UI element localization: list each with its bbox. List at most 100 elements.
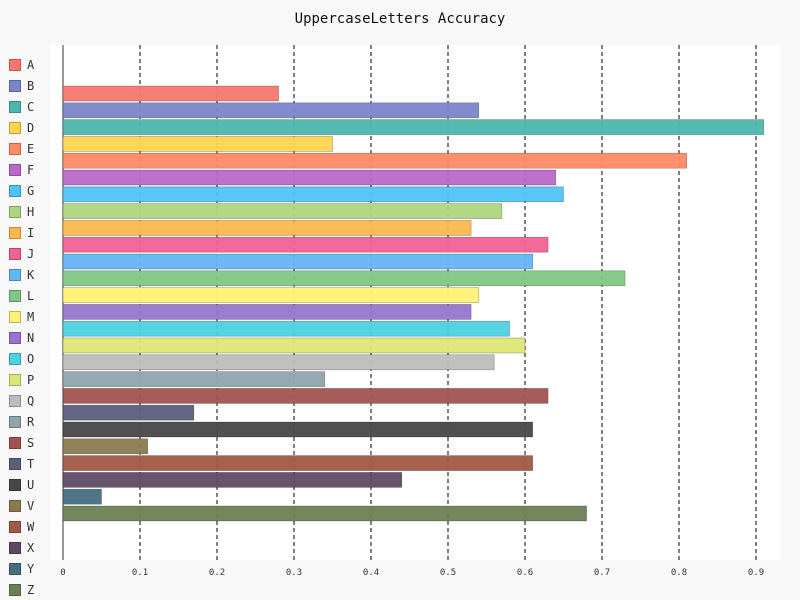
legend-item-K[interactable]: K bbox=[9, 264, 34, 285]
legend-item-S[interactable]: S bbox=[9, 432, 34, 453]
legend-label: L bbox=[27, 288, 35, 303]
legend-swatch bbox=[9, 100, 21, 113]
bar-O[interactable] bbox=[62, 320, 510, 337]
legend-label: J bbox=[27, 246, 35, 261]
legend-label: R bbox=[27, 414, 35, 429]
legend-label: I bbox=[27, 225, 35, 240]
legend-item-T[interactable]: T bbox=[9, 453, 34, 474]
legend-swatch bbox=[9, 352, 21, 365]
legend-item-L[interactable]: L bbox=[9, 285, 34, 306]
bar-B[interactable] bbox=[62, 102, 480, 119]
legend-label: F bbox=[27, 162, 35, 177]
bar-U[interactable] bbox=[62, 421, 534, 438]
bar-T[interactable] bbox=[62, 404, 195, 421]
x-tick-label: 0.3 bbox=[286, 568, 302, 578]
legend-label: U bbox=[27, 477, 35, 492]
legend-label: N bbox=[27, 330, 35, 345]
bar-M[interactable] bbox=[62, 287, 480, 303]
legend-item-Z[interactable]: Z bbox=[9, 579, 34, 600]
x-tick-label: 0.7 bbox=[594, 568, 610, 578]
legend-item-Y[interactable]: Y bbox=[9, 558, 34, 579]
legend-swatch bbox=[9, 520, 21, 533]
legend-item-B[interactable]: B bbox=[9, 75, 34, 96]
legend-swatch bbox=[9, 436, 21, 449]
legend-label: C bbox=[27, 99, 35, 114]
bar-L[interactable] bbox=[62, 270, 626, 287]
legend-label: Y bbox=[27, 561, 35, 576]
legend-label: T bbox=[27, 456, 35, 471]
bar-I[interactable] bbox=[62, 220, 472, 236]
bar-N[interactable] bbox=[62, 304, 472, 320]
legend-swatch bbox=[9, 562, 21, 575]
bar-C[interactable] bbox=[62, 119, 765, 135]
x-tick-label: 0.1 bbox=[132, 568, 148, 578]
legend-swatch bbox=[9, 58, 21, 71]
legend-label: Z bbox=[27, 582, 35, 597]
bar-W[interactable] bbox=[62, 455, 534, 471]
legend-swatch bbox=[9, 184, 21, 197]
legend-label: Q bbox=[27, 393, 35, 408]
x-tick-label: 0.6 bbox=[517, 568, 533, 578]
bar-J[interactable] bbox=[62, 236, 549, 253]
bar-Q[interactable] bbox=[62, 354, 495, 371]
legend-item-F[interactable]: F bbox=[9, 159, 34, 180]
bar-Z[interactable] bbox=[62, 505, 587, 522]
legend-item-A[interactable]: A bbox=[9, 54, 34, 75]
legend-label: D bbox=[27, 120, 35, 135]
bar-Y[interactable] bbox=[62, 488, 102, 505]
legend-swatch bbox=[9, 394, 21, 407]
legend-item-N[interactable]: N bbox=[9, 327, 34, 348]
bar-F[interactable] bbox=[62, 169, 557, 186]
legend-item-Q[interactable]: Q bbox=[9, 390, 34, 411]
legend-label: H bbox=[27, 204, 35, 219]
legend-item-M[interactable]: M bbox=[9, 306, 34, 327]
legend-label: K bbox=[27, 267, 35, 282]
legend-item-C[interactable]: C bbox=[9, 96, 34, 117]
x-tick-label: 0.5 bbox=[440, 568, 456, 578]
legend-swatch bbox=[9, 289, 21, 302]
x-tick-label: 0 bbox=[60, 568, 65, 578]
legend-label: M bbox=[27, 309, 35, 324]
legend-label: X bbox=[27, 540, 35, 555]
legend-item-O[interactable]: O bbox=[9, 348, 34, 369]
legend-item-R[interactable]: R bbox=[9, 411, 34, 432]
legend-item-H[interactable]: H bbox=[9, 201, 34, 222]
legend-label: A bbox=[27, 57, 35, 72]
bar-V[interactable] bbox=[62, 438, 148, 455]
bar-K[interactable] bbox=[62, 253, 534, 270]
legend-swatch bbox=[9, 415, 21, 428]
legend-swatch bbox=[9, 310, 21, 323]
legend-label: G bbox=[27, 183, 35, 198]
bar-P[interactable] bbox=[62, 337, 526, 354]
legend-swatch bbox=[9, 247, 21, 260]
legend-item-U[interactable]: U bbox=[9, 474, 34, 495]
chart-title: UppercaseLetters Accuracy bbox=[294, 11, 506, 27]
legend-item-X[interactable]: X bbox=[9, 537, 34, 558]
legend-item-I[interactable]: I bbox=[9, 222, 34, 243]
x-tick-label: 0.8 bbox=[671, 568, 687, 578]
legend-item-G[interactable]: G bbox=[9, 180, 34, 201]
bar-G[interactable] bbox=[62, 186, 564, 203]
legend-item-D[interactable]: D bbox=[9, 117, 34, 138]
legend-item-V[interactable]: V bbox=[9, 495, 34, 516]
legend-swatch bbox=[9, 583, 21, 596]
bar-D[interactable] bbox=[62, 136, 333, 152]
bar-A[interactable] bbox=[62, 85, 279, 102]
legend-swatch bbox=[9, 163, 21, 176]
legend-item-W[interactable]: W bbox=[9, 516, 34, 537]
legend-item-J[interactable]: J bbox=[9, 243, 34, 264]
bar-E[interactable] bbox=[62, 152, 688, 169]
bar-R[interactable] bbox=[62, 371, 326, 387]
legend-swatch bbox=[9, 142, 21, 155]
legend-swatch bbox=[9, 226, 21, 239]
legend-label: W bbox=[27, 519, 35, 534]
legend-swatch bbox=[9, 373, 21, 386]
bar-S[interactable] bbox=[62, 388, 549, 404]
bar-X[interactable] bbox=[62, 472, 403, 488]
bar-H[interactable] bbox=[62, 203, 503, 219]
legend-item-P[interactable]: P bbox=[9, 369, 34, 390]
x-tick-label: 0.9 bbox=[748, 568, 764, 578]
legend-item-E[interactable]: E bbox=[9, 138, 34, 159]
